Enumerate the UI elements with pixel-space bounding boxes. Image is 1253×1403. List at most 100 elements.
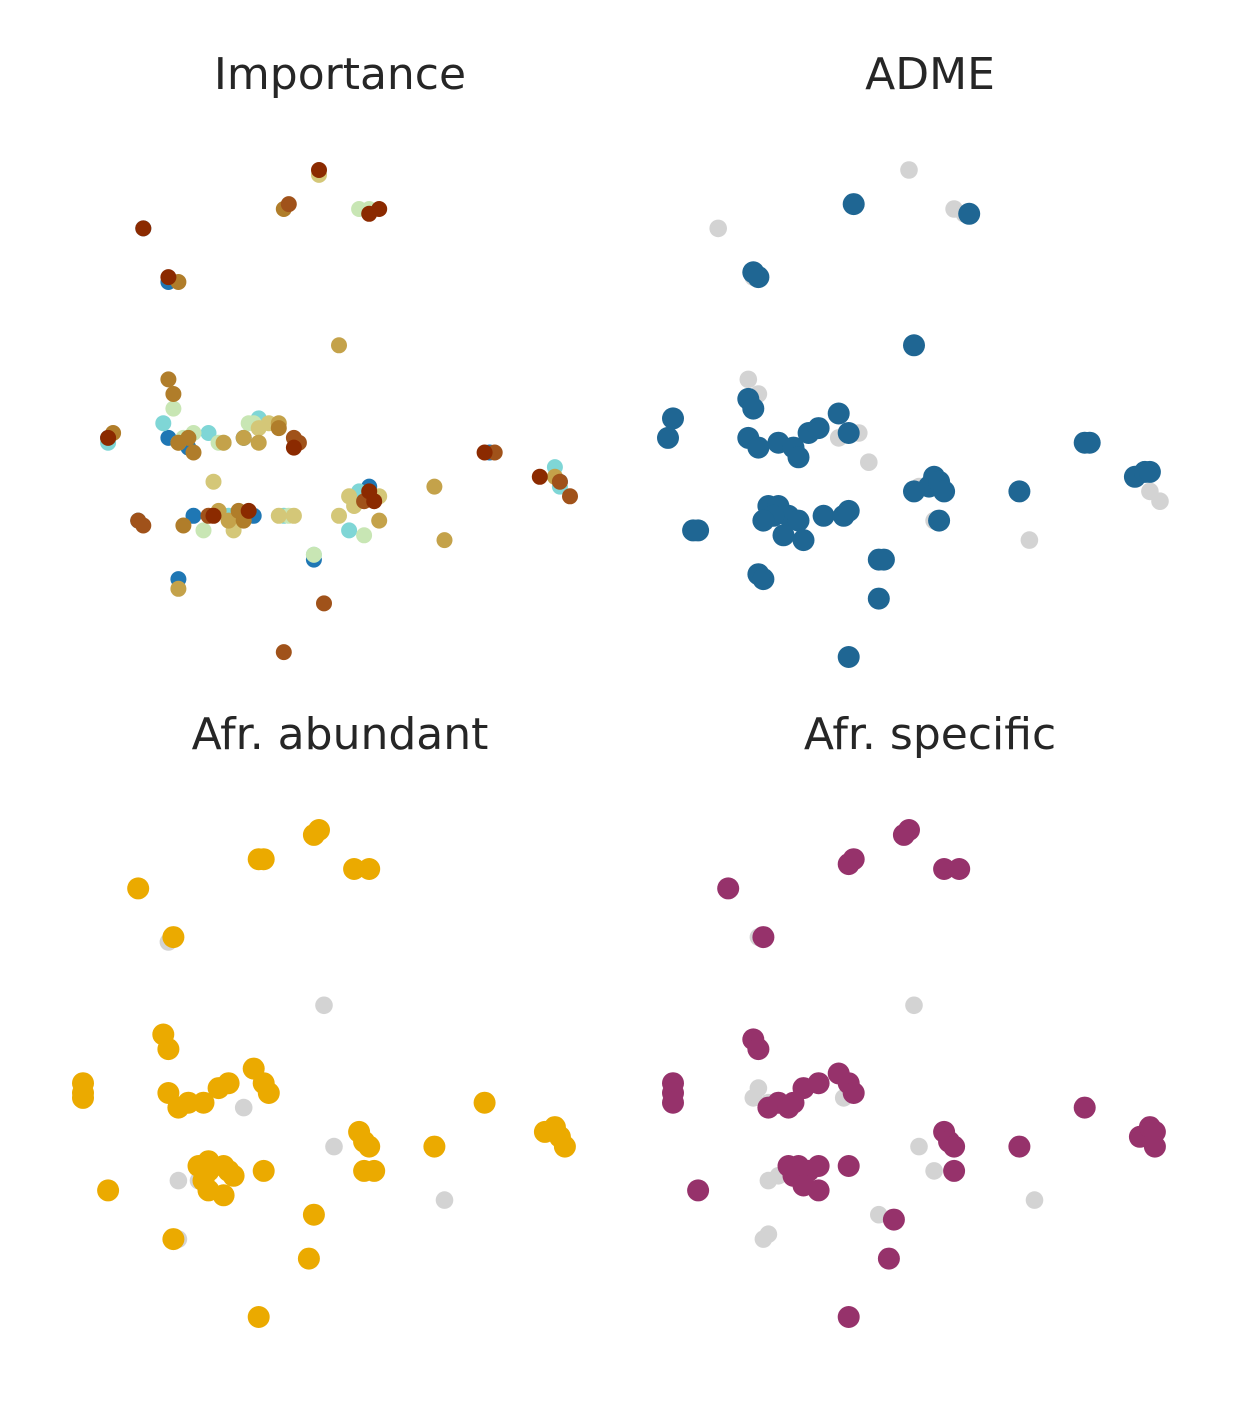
data-point [358, 1135, 381, 1158]
data-point [235, 429, 252, 446]
data-point [177, 1091, 200, 1114]
data-point [837, 646, 860, 668]
data-point [165, 386, 182, 402]
data-point [155, 415, 172, 432]
data-point [1008, 480, 1031, 503]
data-point [247, 1306, 270, 1328]
series-4 [170, 337, 563, 597]
data-point [933, 480, 956, 503]
data-point [709, 219, 727, 238]
series-7 [100, 162, 548, 524]
data-point [531, 468, 548, 485]
data-point [910, 1137, 928, 1156]
data-point [752, 568, 775, 591]
data-point [807, 1155, 830, 1177]
data-point [435, 1191, 454, 1209]
data-point [958, 202, 981, 225]
data-point [877, 1247, 900, 1270]
data-point [1151, 492, 1169, 511]
data-point [662, 1091, 684, 1114]
data-point [903, 334, 925, 357]
data-point [175, 517, 192, 534]
series-5 [105, 201, 292, 534]
data-point [837, 1306, 860, 1328]
panel-afr-specific: Afr. specific [650, 705, 1210, 1345]
data-point [1078, 431, 1101, 454]
data-point [157, 1038, 180, 1061]
data-point [752, 926, 775, 949]
data-point [787, 446, 810, 469]
data-point [1025, 1191, 1044, 1209]
data-point [270, 420, 287, 437]
data-point [160, 371, 177, 388]
data-point [234, 1098, 253, 1117]
data-point [792, 529, 815, 552]
data-point [358, 858, 381, 880]
data-point [943, 1135, 966, 1158]
data-point [331, 337, 347, 354]
data-point [772, 524, 795, 547]
data-point [837, 422, 860, 444]
data-point [252, 1159, 275, 1182]
data-point [551, 473, 568, 490]
series-1 [72, 819, 576, 1328]
panel-title: Afr. specific [803, 709, 1057, 760]
data-point [297, 1247, 320, 1270]
data-point [807, 1072, 830, 1095]
data-point [742, 261, 765, 284]
panel-adme: ADME [650, 45, 1210, 685]
data-point [285, 439, 302, 456]
data-point [343, 858, 366, 880]
data-point [341, 522, 358, 539]
data-point [759, 1171, 778, 1190]
data-point [285, 507, 302, 524]
data-point [827, 402, 850, 425]
data-point [162, 1228, 185, 1251]
data-point [812, 504, 835, 527]
data-point [687, 1179, 710, 1202]
data-point [948, 858, 971, 880]
data-point [423, 1135, 446, 1158]
data-point [933, 858, 956, 880]
scatter-plot [662, 819, 1166, 1328]
data-point [97, 1179, 120, 1202]
data-point [426, 478, 443, 495]
data-point [807, 417, 830, 440]
data-point [302, 823, 325, 846]
data-point [562, 488, 578, 505]
scatter-plot [100, 162, 578, 661]
data-point [476, 444, 493, 461]
data-point [752, 509, 775, 532]
data-point [860, 453, 878, 472]
data-point [162, 926, 185, 949]
data-point [892, 823, 915, 846]
data-point [270, 507, 287, 524]
data-point [662, 407, 684, 430]
panel-title: Afr. abundant [191, 709, 489, 760]
data-point [170, 580, 187, 597]
scatter-plot [657, 161, 1169, 668]
data-point [366, 493, 383, 510]
data-point [925, 1162, 943, 1180]
data-point [900, 161, 918, 179]
data-point [215, 434, 232, 451]
series-3 [170, 166, 388, 539]
data-point [127, 877, 150, 900]
data-point [135, 517, 152, 534]
data-point [657, 426, 679, 449]
data-point [280, 196, 297, 213]
panel-title: Importance [213, 49, 467, 100]
data-point [807, 1179, 830, 1202]
data-point [867, 587, 890, 610]
panel-title: ADME [865, 49, 995, 100]
data-point [169, 1171, 188, 1190]
data-point [165, 400, 182, 417]
data-point [928, 509, 951, 532]
data-point [742, 397, 765, 420]
data-point [905, 996, 923, 1015]
data-point [316, 595, 332, 612]
data-point [903, 480, 925, 503]
data-point [787, 509, 810, 532]
data-point [747, 436, 770, 459]
data-point [185, 507, 202, 524]
